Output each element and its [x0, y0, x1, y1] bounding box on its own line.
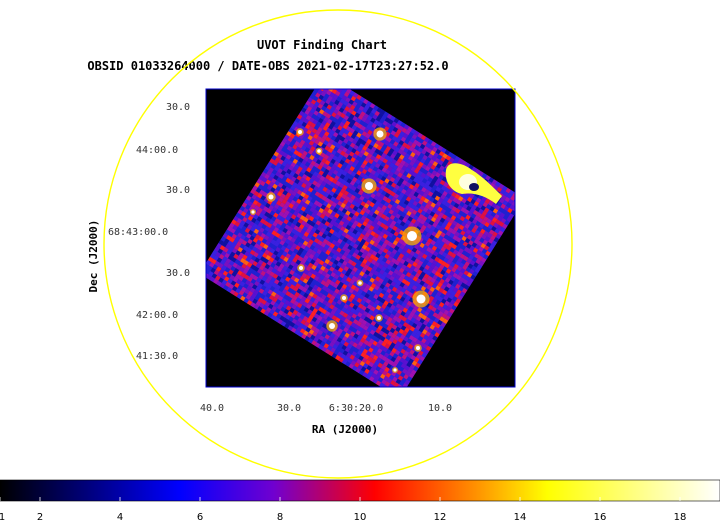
colorbar-tick-label: 16	[594, 512, 607, 521]
point-source	[298, 130, 302, 134]
point-source	[416, 346, 420, 350]
image-frame-border	[205, 88, 516, 388]
y-tick-label: 42:00.0	[136, 310, 178, 321]
chart-subtitle: OBSID 01033264000 / DATE-OBS 2021-02-17T…	[87, 59, 448, 73]
y-tick-label: 68:43:00.0	[108, 227, 168, 238]
point-source	[317, 149, 321, 153]
x-tick-label: 30.0	[277, 403, 301, 414]
point-source	[376, 130, 384, 138]
colorbar-tick-label: 4	[117, 512, 123, 521]
exposure-map	[206, 89, 515, 387]
y-tick-label: 30.0	[166, 102, 190, 113]
point-source	[342, 296, 346, 300]
point-source	[299, 266, 303, 270]
point-source	[268, 194, 274, 200]
y-tick-label: 41:30.0	[136, 351, 178, 362]
point-source	[329, 323, 335, 329]
field-of-view-circle	[103, 9, 573, 479]
colorbar-tick-label: 18	[674, 512, 687, 521]
rotated-image	[206, 89, 515, 387]
y-tick-label: 30.0	[166, 268, 190, 279]
y-tick-label: 30.0	[166, 185, 190, 196]
y-tick-labels: 30.0 44:00.0 30.0 68:43:00.0 30.0 42:00.…	[108, 102, 190, 362]
colorbar-tick-label: 8	[277, 512, 283, 521]
point-source	[358, 281, 362, 285]
saturated-center	[469, 183, 479, 191]
colorbar-tick-label: 12	[434, 512, 447, 521]
point-source	[251, 210, 255, 214]
chart-title: UVOT Finding Chart	[257, 38, 387, 52]
x-tick-label: 6:30:20.0	[329, 403, 383, 414]
colorbar-tick-label: 14	[514, 512, 527, 521]
colorbar-tick-label: 1	[0, 512, 5, 521]
sources-layer	[249, 127, 502, 374]
point-source	[365, 182, 373, 190]
x-tick-label: 10.0	[428, 403, 452, 414]
y-tick-label: 44:00.0	[136, 145, 178, 156]
point-source	[407, 231, 417, 241]
colorbar-ticks: 1 2 4 6 8 10 12 14 16 18	[0, 497, 686, 521]
colorbar-tick-label: 6	[197, 512, 203, 521]
x-tick-label: 40.0	[200, 403, 224, 414]
colorbar-tick-label: 2	[37, 512, 43, 521]
x-axis-label: RA (J2000)	[312, 423, 378, 436]
point-source	[416, 294, 426, 304]
point-source	[393, 368, 397, 372]
y-axis-label: Dec (J2000)	[87, 220, 100, 293]
colorbar-tick-label: 10	[354, 512, 367, 521]
point-source	[377, 316, 381, 320]
x-tick-labels: 40.0 30.0 6:30:20.0 10.0	[200, 403, 452, 414]
